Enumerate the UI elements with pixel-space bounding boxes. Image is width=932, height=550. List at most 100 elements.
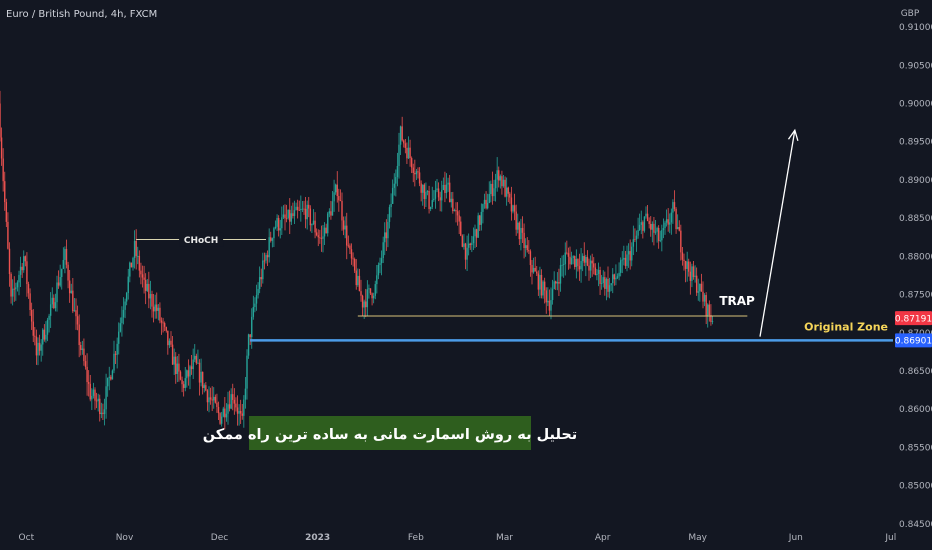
candle-body xyxy=(363,301,365,308)
candle-body xyxy=(106,377,109,387)
candle-body xyxy=(26,261,28,285)
candle-body xyxy=(292,213,294,216)
candle-body xyxy=(281,217,283,229)
last-price-tag xyxy=(895,311,932,326)
candle-body xyxy=(258,277,261,290)
candle-body xyxy=(334,184,337,193)
candle-body xyxy=(23,256,25,271)
candle-body xyxy=(483,199,486,205)
candle-body xyxy=(171,344,174,365)
candle-body xyxy=(346,225,348,246)
candle-body xyxy=(306,204,308,220)
candle-body xyxy=(664,222,666,229)
candle-body xyxy=(270,237,272,241)
candle-body xyxy=(448,182,451,203)
candle-body xyxy=(243,399,245,416)
candle-body xyxy=(339,200,342,202)
candle-body xyxy=(515,211,517,230)
candle-body xyxy=(657,227,660,241)
candle-body xyxy=(482,204,484,212)
candle-body xyxy=(285,218,288,219)
time-axis[interactable]: Oct Nov Dec 2023 Feb Mar Apr May Jun Jul xyxy=(19,533,897,543)
candle-body xyxy=(4,181,6,203)
candle-body xyxy=(87,382,90,384)
choch-label-bg xyxy=(179,232,224,247)
candle-body xyxy=(186,370,188,379)
candle-body xyxy=(257,289,259,296)
candle-body xyxy=(683,259,685,261)
candle-body xyxy=(125,292,128,302)
candle-body xyxy=(594,267,597,275)
candle-body xyxy=(491,183,494,197)
candle-body xyxy=(570,258,573,265)
zone-price-tag xyxy=(895,333,932,348)
candle-body xyxy=(209,397,212,400)
candle-body xyxy=(355,270,357,286)
candle-body xyxy=(532,267,535,273)
candle-body xyxy=(173,356,175,365)
candle-body xyxy=(591,260,593,264)
candle-body xyxy=(433,198,435,201)
candle-body xyxy=(273,228,275,239)
candle-body xyxy=(222,408,224,417)
candle-body xyxy=(97,398,99,402)
candle-body xyxy=(274,226,277,229)
candle-body xyxy=(70,290,72,294)
arrow-layer xyxy=(759,128,799,337)
candle-body xyxy=(600,283,603,284)
candle-body xyxy=(415,171,418,175)
candle-body xyxy=(466,247,468,260)
x-tick-label: 2023 xyxy=(305,533,330,543)
candle-body xyxy=(695,275,698,293)
candle-body xyxy=(562,264,565,266)
candle-body xyxy=(604,277,606,289)
candle-body xyxy=(467,243,470,248)
candle-body xyxy=(669,222,671,225)
x-tick-label: Mar xyxy=(496,533,513,543)
candle-body xyxy=(308,204,310,209)
candle-body xyxy=(583,255,585,263)
candle-body xyxy=(387,221,389,239)
candle-body xyxy=(86,366,88,383)
candle-body xyxy=(534,267,536,272)
candle-body xyxy=(624,257,627,266)
candle-body xyxy=(461,235,464,247)
candle-body xyxy=(342,220,345,230)
candle-body xyxy=(225,413,228,418)
candle-body xyxy=(403,140,405,144)
candle-body xyxy=(251,316,253,338)
candle-body xyxy=(301,208,304,210)
zone-price-tag-text: 0.86901 xyxy=(895,337,932,347)
candle-body xyxy=(246,355,248,389)
candle-body xyxy=(111,370,114,380)
candle-body xyxy=(67,264,69,281)
candle-body xyxy=(496,170,498,180)
candle-body xyxy=(279,228,281,231)
candle-body xyxy=(472,236,475,244)
candle-body xyxy=(189,366,191,377)
candle-body xyxy=(651,223,654,230)
candle-body xyxy=(159,307,161,321)
candle-body xyxy=(349,245,351,250)
candle-body xyxy=(464,243,467,260)
candle-body xyxy=(654,231,657,233)
candle-body xyxy=(369,288,372,294)
candle-body xyxy=(371,293,373,299)
candle-body xyxy=(374,284,376,296)
y-tick-label: 0.84500 xyxy=(899,520,932,530)
candle-body xyxy=(143,277,145,280)
candle-body xyxy=(675,208,677,230)
candle-body xyxy=(32,321,34,336)
candle-body xyxy=(564,252,566,265)
candle-body xyxy=(347,245,350,247)
candle-body xyxy=(490,183,492,195)
candle-body xyxy=(62,259,65,269)
candle-body xyxy=(35,336,38,356)
candle-body xyxy=(333,192,335,202)
candle-body xyxy=(328,211,331,214)
candle-body xyxy=(425,191,427,199)
